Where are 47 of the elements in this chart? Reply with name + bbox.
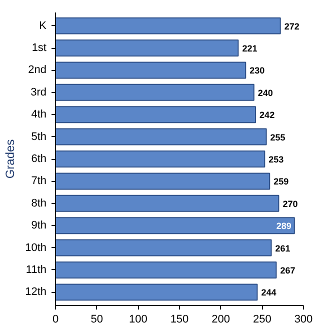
bar <box>56 62 246 79</box>
x-tick-label: 50 <box>90 314 103 326</box>
bar <box>56 17 281 34</box>
y-tick-label: 8th <box>31 197 47 210</box>
data-label: 261 <box>275 243 290 254</box>
data-label: 267 <box>280 265 296 276</box>
x-tick-label: 0 <box>52 314 59 326</box>
x-tick-label: 200 <box>212 314 230 326</box>
data-label: 242 <box>260 110 275 120</box>
data-label: 221 <box>242 44 258 54</box>
bar <box>56 128 267 146</box>
y-tick-label: 1st <box>32 42 47 54</box>
y-tick-label: 12th <box>25 286 47 298</box>
bar <box>56 194 280 212</box>
bar <box>56 40 239 57</box>
y-tick-label: 5th <box>31 130 47 143</box>
data-label: 230 <box>250 66 265 76</box>
y-tick-label: 7th <box>31 175 47 188</box>
y-tick-label: 10th <box>25 242 47 254</box>
bar <box>56 261 277 278</box>
x-tick-label: 300 <box>294 314 313 326</box>
x-tick-label: 250 <box>252 314 272 326</box>
y-tick-label: 11th <box>26 264 46 276</box>
data-label: 259 <box>274 176 289 187</box>
bar <box>56 106 256 124</box>
bar <box>56 150 266 168</box>
data-label: 253 <box>268 154 284 164</box>
y-tick-label: 2nd <box>28 64 47 76</box>
y-axis-title: Grades <box>3 139 18 179</box>
data-label: 255 <box>270 132 286 142</box>
bar <box>56 217 295 234</box>
x-tick-label: 150 <box>170 314 189 326</box>
y-tick-label: 4th <box>31 108 47 121</box>
data-label: 244 <box>261 288 276 298</box>
y-tick-label: 6th <box>31 153 47 165</box>
data-label: 270 <box>282 198 298 209</box>
data-label: 289 <box>276 221 292 232</box>
y-tick-label: 3rd <box>30 86 47 98</box>
y-tick-label: K <box>39 20 48 32</box>
bar <box>56 284 258 301</box>
bar <box>56 239 272 256</box>
bar <box>56 84 254 101</box>
data-label: 240 <box>258 88 273 98</box>
bar <box>56 172 270 190</box>
data-label: 272 <box>284 21 300 32</box>
x-tick-label: 100 <box>128 314 148 326</box>
y-tick-label: 9th <box>31 220 47 232</box>
